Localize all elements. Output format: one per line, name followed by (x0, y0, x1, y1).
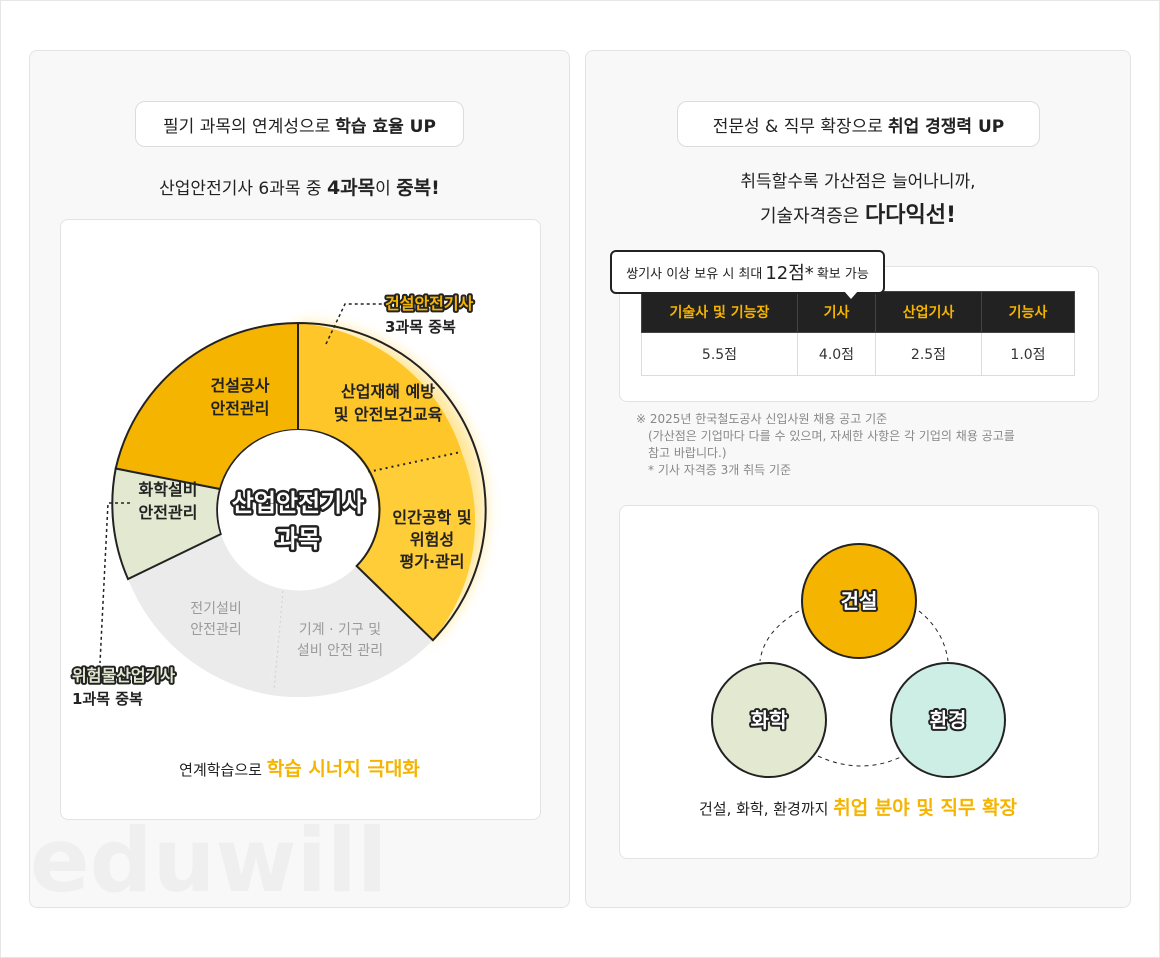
connector-dashed (759, 610, 800, 662)
center-label-line2: 과목 (276, 525, 320, 553)
divider-gray (273, 590, 284, 692)
circle-construction (801, 543, 917, 659)
segment-label: 화학설비 (139, 480, 198, 499)
circle-label-outline: 건설 (841, 589, 878, 613)
bubble-text-b: 12점* (765, 263, 814, 284)
segment-label: 안전관리 (211, 399, 270, 418)
segment-construction-safety (114, 321, 299, 491)
left-subtitle-d: 중복! (396, 177, 440, 199)
right-subtitle-line2b: 다다익선! (865, 203, 957, 228)
segment-label: 평가·관리 (400, 552, 465, 571)
segment-label: 위험성 (410, 530, 454, 549)
circle-label-outline: 화학 (751, 708, 788, 732)
right-subtitle-line2a: 기술자격증은 (759, 206, 860, 227)
right-heading-pill: 전문성 & 직무 확장으로 취업 경쟁력 UP (677, 101, 1040, 147)
left-subtitle-c: 이 (375, 179, 391, 199)
callout-bottom-sub: 1과목 중복 (72, 690, 143, 708)
center-label-outline-2: 과목 (276, 525, 320, 553)
right-heading-bold: 취업 경쟁력 UP (887, 116, 1005, 137)
center-label-outline-1: 산업안전기사 (232, 489, 364, 517)
callout-bottom-title: 위험물산업기사 (72, 666, 175, 685)
segment-label: 안전관리 (139, 503, 198, 522)
callout-top-line (325, 303, 382, 345)
circle-label: 건설 (841, 589, 878, 613)
active-outline (297, 321, 487, 642)
callout-top-sub: 3과목 중복 (385, 318, 456, 336)
segment-ergonomics (356, 452, 476, 641)
right-footer: 건설, 화학, 환경까지 취업 분야 및 직무 확장 (586, 793, 1130, 820)
left-footer: 연계학습으로 학습 시너지 극대화 (30, 754, 569, 781)
circle-chemistry (711, 662, 827, 778)
table-cell: 4.0점 (797, 332, 876, 376)
left-panel: 필기 과목의 연계성으로 학습 효율 UP 산업안전기사 6과목 중 4과목이 … (29, 50, 570, 908)
bonus-points-table: 기술사 및 기능장 기사 산업기사 기능사 5.5점 4.0점 2.5점 1.0… (641, 291, 1075, 376)
bubble-text-c: 확보 가능 (816, 266, 869, 282)
field-circles-diagram: 건설 건설 화학 화학 환경 환경 (711, 543, 1006, 778)
table-header-cell: 산업기사 (875, 291, 982, 333)
divider-dotted-2 (367, 451, 462, 473)
right-footer-highlight: 취업 분야 및 직무 확장 (833, 797, 1018, 819)
right-footer-prefix: 건설, 화학, 환경까지 (698, 800, 829, 818)
table-header-row: 기술사 및 기능장 기사 산업기사 기능사 (641, 291, 1075, 333)
bubble-text-a: 쌍기사 이상 보유 시 최대 (626, 266, 763, 282)
left-footer-prefix: 연계학습으로 (179, 761, 262, 779)
table-header-cell: 기술사 및 기능장 (641, 291, 798, 333)
segment-label: 안전관리 (190, 622, 242, 638)
footnote-line: (가산점은 기업마다 다를 수 있으며, 자세한 사항은 각 기업의 채용 공고… (648, 429, 1015, 443)
watermark-text: eduwill (30, 809, 387, 907)
right-subtitle-line1: 취득할수록 가산점은 늘어나니까, (740, 172, 976, 192)
center-label-line1: 산업안전기사 (232, 489, 364, 517)
table-cell: 2.5점 (875, 332, 982, 376)
footnotes: ※ 2025년 한국철도공사 신입사원 채용 공고 기준 (가산점은 기업마다 … (636, 411, 1015, 479)
right-panel: 전문성 & 직무 확장으로 취업 경쟁력 UP 취득할수록 가산점은 늘어나니까… (585, 50, 1131, 908)
donut-center (218, 430, 378, 590)
table-cell: 1.0점 (981, 332, 1075, 376)
connector-dashed (918, 610, 949, 662)
table-row: 5.5점 4.0점 2.5점 1.0점 (641, 332, 1075, 376)
segment-label: 기계 · 기구 및 (299, 622, 381, 638)
footnote-line: 참고 바랍니다.) (648, 446, 727, 460)
left-heading-prefix: 필기 과목의 연계성으로 (163, 116, 331, 137)
left-heading-bold: 학습 효율 UP (335, 116, 436, 137)
segment-label: 설비 안전 관리 (297, 643, 383, 659)
segment-label: 전기설비 (190, 601, 242, 617)
segment-industrial-accident (298, 323, 462, 472)
table-cell: 5.5점 (641, 332, 798, 376)
callout-bottom-line (99, 502, 130, 664)
footnote-line: * 기사 자격증 3개 취득 기준 (648, 463, 792, 477)
bubble-tail-inner (844, 291, 858, 299)
circle-label: 환경 (930, 708, 967, 732)
callout-top-title: 건설안전기사 (385, 294, 474, 313)
segment-machine-safety (268, 566, 433, 698)
subject-donut-diagram: eduwill 산업안전기사 산업안전기사 과목 과목 건설공사 안전관리 산업… (30, 292, 487, 907)
connector-dashed (817, 755, 904, 767)
callout-bottom-title-outline: 위험물산업기사 (72, 666, 175, 685)
footnote-line: ※ 2025년 한국철도공사 신입사원 채용 공고 기준 (636, 412, 888, 426)
callout-top-title-outline: 건설안전기사 (385, 294, 474, 313)
left-subtitle: 산업안전기사 6과목 중 4과목이 중복! (30, 173, 569, 200)
segment-label: 및 안전보건교육 (334, 405, 443, 424)
segment-label: 건설공사 (211, 376, 270, 395)
left-subtitle-a: 산업안전기사 6과목 중 (159, 179, 322, 199)
right-heading-prefix: 전문성 & 직무 확장으로 (712, 116, 883, 137)
max-points-bubble: 쌍기사 이상 보유 시 최대 12점* 확보 가능 (610, 250, 885, 302)
segment-label: 인간공학 및 (392, 508, 471, 527)
left-footer-highlight: 학습 시너지 극대화 (266, 758, 420, 780)
left-subtitle-b: 4과목 (326, 177, 376, 199)
left-heading-pill: 필기 과목의 연계성으로 학습 효율 UP (135, 101, 464, 147)
circle-label-outline: 환경 (930, 708, 967, 732)
segment-electrical-safety (128, 534, 283, 695)
segment-label: 산업재해 예방 (341, 382, 435, 401)
circle-environment (890, 662, 1006, 778)
circle-label: 화학 (751, 708, 788, 732)
right-subtitle-line2: 기술자격증은 다다익선! (586, 197, 1130, 229)
